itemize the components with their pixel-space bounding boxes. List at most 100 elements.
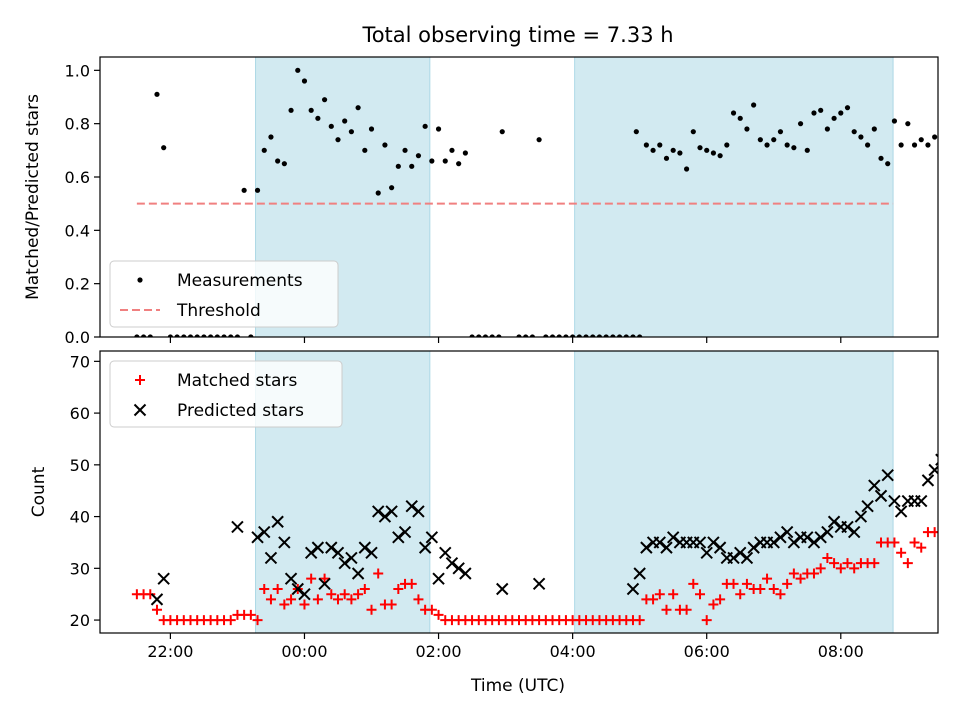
y-axis-label: Count [29, 466, 49, 517]
matched-star-marker [225, 615, 236, 626]
matched-star-marker [386, 599, 397, 610]
measurement-point [623, 334, 629, 337]
measurement-point [429, 158, 435, 164]
predicted-star-marker [801, 531, 814, 544]
measurement-point [496, 334, 502, 337]
matched-star-marker [829, 558, 840, 569]
matched-star-marker [762, 573, 773, 584]
predicted-star-marker [452, 562, 465, 575]
predicted-star-marker [412, 505, 425, 518]
predicted-star-marker [767, 536, 780, 549]
measurement-point [536, 137, 542, 143]
matched-star-marker [695, 589, 706, 600]
predicted-star-marker [787, 536, 801, 549]
measurement-point [248, 334, 254, 337]
measurement-point [268, 134, 274, 140]
matched-star-marker [822, 552, 833, 563]
measurement-point [945, 156, 950, 161]
predicted-star-marker [338, 556, 351, 570]
predicted-star-marker [291, 582, 304, 596]
y-tick-label: 60 [70, 404, 90, 423]
legend-box [109, 360, 343, 428]
measurement-point [187, 334, 194, 337]
matched-star-marker [708, 599, 719, 610]
measurement-point [670, 147, 676, 153]
measurement-point [939, 142, 944, 147]
observing-window [574, 350, 894, 634]
y-tick-label: 0.6 [65, 168, 90, 187]
matched-star-marker [634, 615, 645, 626]
matched-star-marker [701, 615, 712, 626]
predicted-star-marker [727, 551, 740, 565]
measurement-point [529, 334, 536, 337]
predicted-star-marker [854, 510, 868, 523]
measurement-point [382, 142, 388, 148]
measurement-point [181, 334, 187, 337]
x-tick-label: 00:00 [281, 642, 327, 661]
matched-star-marker [849, 563, 860, 574]
predicted-star-marker [405, 500, 418, 513]
predicted-star-marker [439, 546, 452, 560]
predicted-star-marker [861, 500, 874, 513]
measurement-point [811, 110, 817, 116]
measurement-point [730, 110, 737, 116]
measurement-point [415, 153, 422, 159]
measurement-point [764, 142, 770, 148]
predicted-star-marker [372, 505, 385, 518]
predicted-star-marker [780, 525, 794, 539]
measurement-point [422, 123, 428, 129]
matched-star-marker [366, 604, 377, 615]
matched-star-marker [808, 568, 819, 579]
measurement-point [751, 102, 757, 108]
measurement-point [389, 185, 395, 191]
predicted-star-marker [894, 505, 908, 518]
measurement-point [791, 145, 797, 151]
measurement-point [214, 334, 220, 337]
matched-star-marker [326, 589, 337, 600]
predicted-star-marker [633, 567, 646, 580]
measurement-point [952, 169, 957, 174]
measurement-point [784, 142, 790, 148]
measurement-point [335, 137, 341, 143]
predicted-star-marker [847, 525, 861, 539]
matched-star-marker [916, 542, 927, 553]
measurement-point [717, 153, 723, 159]
predicted-star-marker [304, 546, 318, 560]
predicted-star-marker [807, 536, 821, 549]
measurement-point [891, 118, 898, 124]
measurement-point [348, 129, 354, 135]
predicted-star-marker [653, 536, 666, 549]
predicted-star-marker [496, 582, 509, 596]
predicted-star-marker [928, 463, 938, 477]
measurement-point [603, 334, 609, 337]
predicted-star-marker [445, 556, 459, 570]
plot-area [131, 453, 938, 626]
measurement-point [281, 161, 287, 167]
predicted-star-marker [459, 567, 472, 580]
matched-star-marker [406, 578, 417, 589]
matched-star-marker [433, 609, 444, 620]
measurement-point [241, 187, 247, 193]
matched-star-marker [648, 594, 659, 605]
predicted-star-marker [284, 572, 298, 585]
measurement-point [563, 334, 569, 337]
measurement-point [355, 105, 361, 111]
x-tick-label: 08:00 [818, 642, 864, 661]
figure-title: Total observing time = 7.33 h [361, 23, 673, 47]
predicted-star-marker [827, 515, 841, 528]
predicted-star-marker [398, 525, 412, 539]
measurement-point [228, 334, 234, 337]
measurement-point [462, 150, 468, 156]
matched-star-marker [299, 599, 310, 610]
measurement-point [456, 161, 462, 167]
measurement-point [630, 334, 636, 337]
y-axis-label: Matched/Predicted stars [23, 94, 43, 300]
measurement-point [221, 334, 227, 337]
predicted-star-marker [331, 546, 345, 560]
measurement-point [663, 155, 670, 161]
matched-star-marker [768, 584, 779, 595]
measurement-point [261, 147, 267, 153]
matched-star-marker [339, 589, 350, 600]
matched-star-marker [889, 537, 900, 548]
y-tick-label: 0.4 [65, 221, 90, 240]
